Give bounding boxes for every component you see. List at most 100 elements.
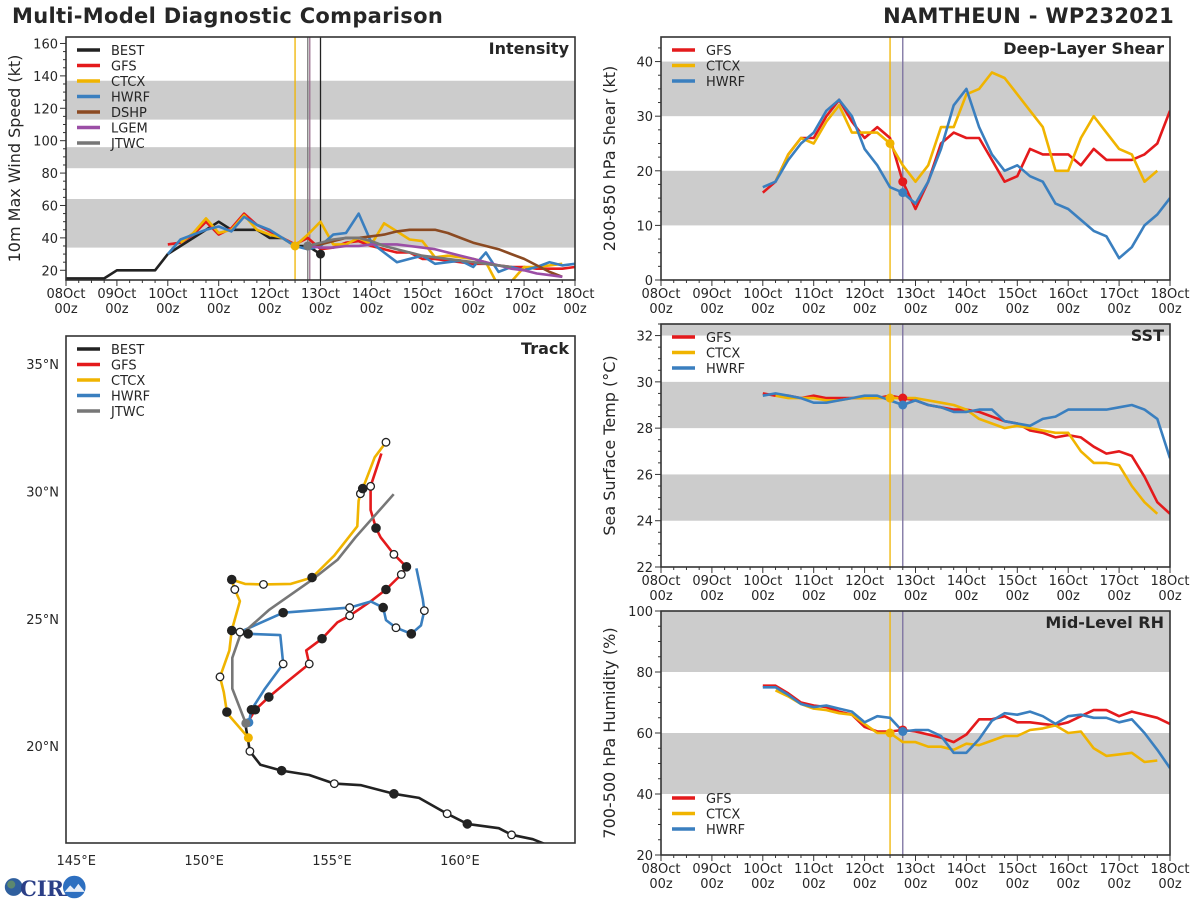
x-tick-label: 12Oct [250,287,289,302]
x-tick-label: 11Oct [794,574,833,589]
legend-label-hwrf: HWRF [706,362,745,377]
x-tick-label: 10Oct [148,287,187,302]
track-point-filled [307,572,317,583]
x-tick-label: 00z [258,302,282,317]
x-tick-label: 13Oct [896,287,935,302]
legend-label-gfs: GFS [706,331,732,346]
panel-title: Track [521,339,569,358]
track-point-filled [406,629,417,639]
x-tick-label: 18Oct [1150,574,1189,589]
track-point-filled [278,607,288,618]
init-point-hwrf [898,188,908,198]
x-tick-label: 16Oct [1049,574,1088,589]
y-tick-label: 160 [33,37,58,52]
x-tick-label: 00z [1158,302,1182,317]
y-tick-label: 20 [636,849,653,864]
x-tick-label: 00z [904,877,928,892]
track-point-open [215,672,225,682]
y-tick-label: 60 [636,727,653,742]
lon-tick-label: 160°E [440,854,480,869]
panel-title: Mid-Level RH [1045,613,1164,632]
x-tick-label: 14Oct [947,862,986,877]
x-tick-label: 00z [955,877,979,892]
y-tick-label: 140 [33,70,58,85]
series-line-gfs [762,684,1170,744]
plot-frame [660,323,1171,568]
x-tick-label: 08Oct [641,862,680,877]
x-tick-label: 15Oct [998,862,1037,877]
x-tick-label: 00z [649,302,673,317]
x-tick-label: 17Oct [1100,862,1139,877]
x-tick-label: 13Oct [301,287,340,302]
plot-frame [65,36,576,281]
y-tick-label: 40 [41,232,58,247]
track-point-filled [243,629,253,639]
series-line-hwrf [762,392,1170,459]
x-tick-label: 13Oct [896,862,935,877]
x-tick-label: 00z [1006,589,1030,604]
track-point-open [366,481,376,491]
x-tick-label: 17Oct [505,287,544,302]
track-point-open [304,659,314,669]
y-tick-label: 10 [636,219,653,234]
plot-area [661,324,1170,567]
cira-logo: CIRA [4,875,86,900]
track-point-filled [276,765,287,776]
track-point-filled [264,692,274,702]
x-tick-label: 18Oct [555,287,594,302]
x-tick-label: 00z [207,302,231,317]
init-point-best [316,249,325,259]
x-tick-label: 10Oct [743,862,782,877]
legend-label-ctcx: CTCX [706,808,740,823]
y-axis-label: 10m Max Wind Speed (kt) [5,55,24,263]
lon-tick-label: 150°E [184,854,224,869]
y-tick-label: 20 [636,165,653,180]
map-area [215,437,546,843]
track-start-point-jtwc [241,718,251,728]
legend-label-ctcx: CTCX [111,374,145,389]
x-tick-label: 11Oct [794,862,833,877]
x-tick-label: 00z [649,589,673,604]
legend-label-lgem: LGEM [111,122,148,137]
panel-title: Intensity [489,39,570,58]
x-tick-label: 00z [462,302,486,317]
y-axis-label: 200-850 hPa Shear (kt) [600,66,619,252]
x-tick-label: 09Oct [97,287,136,302]
track-point-filled [246,704,257,715]
y-tick-label: 120 [33,102,58,117]
x-tick-label: 16Oct [454,287,493,302]
x-tick-label: 14Oct [947,574,986,589]
x-tick-label: 16Oct [1049,287,1088,302]
track-point-filled [401,562,412,572]
legend-label-hwrf: HWRF [111,91,150,106]
x-tick-label: 00z [904,302,928,317]
track-point-open [235,627,245,637]
x-tick-label: 00z [700,302,724,317]
x-tick-label: 00z [563,302,587,317]
x-tick-label: 09Oct [692,287,731,302]
init-point-gfs [898,177,908,187]
lat-tick-label: 20°N [26,740,59,755]
x-tick-label: 00z [955,589,979,604]
logo-emblem-icon [62,875,86,899]
lat-tick-label: 25°N [26,613,59,628]
legend-label-dshp: DSHP [111,106,147,121]
y-tick-label: 20 [41,264,58,279]
lat-tick-label: 35°N [26,358,59,373]
track-point-open [381,437,391,447]
x-tick-label: 15Oct [403,287,442,302]
x-tick-label: 00z [751,302,775,317]
x-tick-label: 00z [853,302,877,317]
y-tick-label: 40 [636,56,653,71]
track-point-filled [371,523,381,533]
y-tick-label: 60 [41,199,58,214]
x-tick-label: 09Oct [692,574,731,589]
lat-tick-label: 30°N [26,485,59,500]
legend-label-jtwc: JTWC [110,137,145,152]
x-tick-label: 00z [1057,302,1081,317]
series-line-hwrf [762,87,1170,260]
track-point-filled [389,789,399,799]
shaded-band [661,170,1170,226]
